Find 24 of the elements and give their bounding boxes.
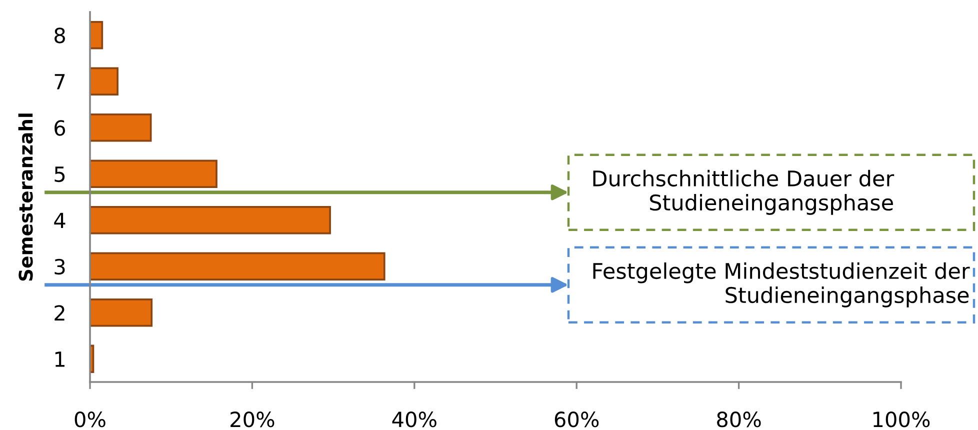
bar bbox=[90, 114, 152, 142]
x-tick-label: 60% bbox=[554, 412, 599, 428]
bar bbox=[90, 160, 218, 188]
y-tick-label: 4 bbox=[54, 212, 66, 228]
y-tick-label: 5 bbox=[54, 166, 65, 182]
x-tick-label: 20% bbox=[230, 412, 274, 428]
bar bbox=[90, 298, 153, 327]
y-axis-title: Semesteranzahl bbox=[18, 114, 33, 281]
y-tick-label: 6 bbox=[54, 120, 66, 136]
x-tick-label: 0% bbox=[74, 412, 106, 428]
y-tick-label: 3 bbox=[54, 258, 65, 275]
bar bbox=[90, 67, 118, 96]
y-tick-label: 1 bbox=[55, 352, 64, 367]
x-tick-label: 100% bbox=[874, 412, 930, 428]
x-tick-label: 80% bbox=[717, 412, 761, 428]
ref-line-label: Festgelegte Mindeststudienzeit der Studieneingangsphase bbox=[593, 262, 970, 308]
bar bbox=[90, 252, 386, 280]
y-tick-label: 2 bbox=[54, 305, 64, 321]
bar bbox=[90, 21, 104, 50]
x-tick-label: 40% bbox=[392, 412, 436, 428]
ref-line-label: Durchschnittliche Dauer der Studieneingangsphase bbox=[593, 170, 894, 215]
bar bbox=[90, 206, 331, 234]
y-tick-label: 8 bbox=[54, 28, 65, 44]
y-tick-label: 7 bbox=[54, 74, 65, 90]
